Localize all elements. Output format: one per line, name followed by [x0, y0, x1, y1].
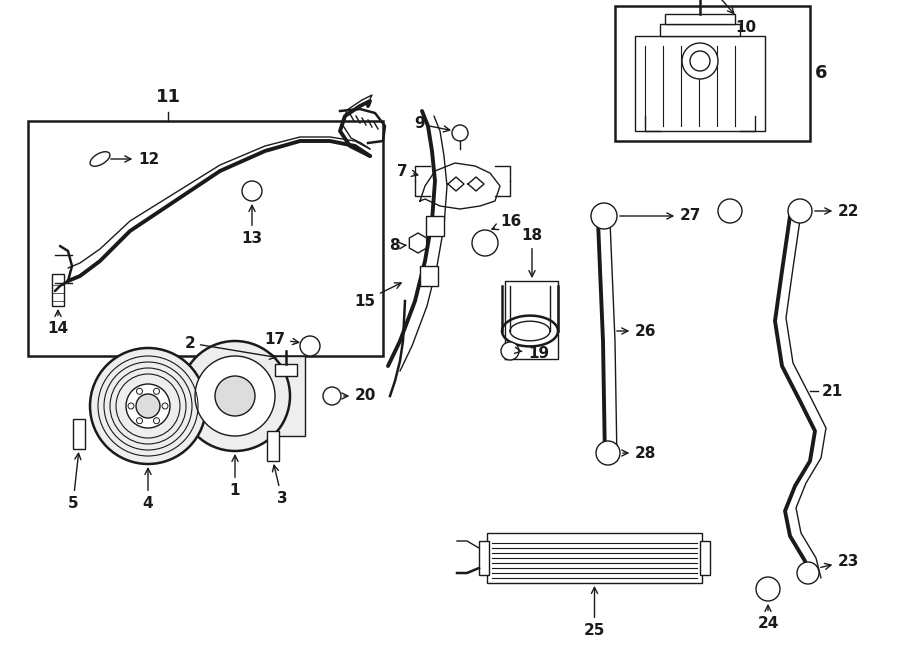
- Circle shape: [323, 387, 341, 405]
- Ellipse shape: [90, 152, 110, 167]
- Circle shape: [154, 388, 159, 394]
- Circle shape: [718, 199, 742, 223]
- Bar: [665, 14, 735, 24]
- Circle shape: [195, 356, 275, 436]
- Circle shape: [682, 43, 718, 79]
- Circle shape: [797, 562, 819, 584]
- Circle shape: [472, 230, 498, 256]
- Circle shape: [137, 418, 142, 424]
- Bar: [73, 419, 85, 449]
- Text: 2: 2: [184, 336, 275, 360]
- Circle shape: [501, 342, 519, 360]
- Text: 8: 8: [390, 239, 406, 254]
- Text: 9: 9: [414, 116, 450, 132]
- Text: 21: 21: [822, 383, 843, 399]
- Text: 17: 17: [264, 332, 299, 346]
- Bar: [230, 356, 305, 436]
- Circle shape: [788, 199, 812, 223]
- Bar: [615, 6, 810, 141]
- Circle shape: [90, 348, 206, 464]
- Text: 27: 27: [620, 208, 701, 223]
- Text: 25: 25: [584, 588, 605, 638]
- Text: 3: 3: [273, 465, 287, 506]
- Text: 6: 6: [815, 64, 827, 82]
- Text: 14: 14: [48, 310, 68, 336]
- Circle shape: [756, 577, 780, 601]
- Bar: [479, 541, 489, 575]
- Circle shape: [591, 203, 617, 229]
- Circle shape: [596, 441, 620, 465]
- Circle shape: [690, 51, 710, 71]
- Text: 15: 15: [354, 283, 401, 309]
- Circle shape: [180, 341, 290, 451]
- Circle shape: [128, 403, 134, 409]
- Text: 18: 18: [521, 228, 543, 277]
- Text: 19: 19: [515, 346, 549, 362]
- Bar: [28, 121, 383, 356]
- Circle shape: [154, 418, 159, 424]
- Text: 26: 26: [616, 323, 656, 338]
- Circle shape: [126, 384, 170, 428]
- Circle shape: [242, 181, 262, 201]
- Bar: [426, 216, 444, 236]
- Text: 7: 7: [398, 163, 418, 178]
- Text: 28: 28: [622, 446, 656, 461]
- Circle shape: [136, 394, 160, 418]
- Text: 10: 10: [710, 0, 756, 34]
- Bar: [267, 431, 279, 461]
- Text: 20: 20: [342, 389, 376, 403]
- Text: 1: 1: [230, 455, 240, 498]
- Circle shape: [215, 376, 255, 416]
- Bar: [635, 36, 765, 131]
- Text: 23: 23: [821, 553, 860, 569]
- Text: 16: 16: [492, 214, 521, 229]
- Text: 11: 11: [156, 88, 181, 106]
- Bar: [275, 364, 297, 376]
- Circle shape: [162, 403, 168, 409]
- Text: 12: 12: [111, 151, 159, 167]
- Circle shape: [452, 125, 468, 141]
- Bar: [420, 266, 438, 286]
- Bar: [660, 24, 740, 36]
- Bar: [52, 274, 64, 306]
- Text: 24: 24: [757, 605, 778, 631]
- Text: 4: 4: [143, 469, 153, 511]
- Circle shape: [137, 388, 142, 394]
- Text: 5: 5: [68, 453, 81, 511]
- Bar: [700, 541, 710, 575]
- Circle shape: [300, 336, 320, 356]
- Text: 22: 22: [814, 204, 860, 219]
- Text: 13: 13: [241, 206, 263, 246]
- Bar: [487, 533, 702, 583]
